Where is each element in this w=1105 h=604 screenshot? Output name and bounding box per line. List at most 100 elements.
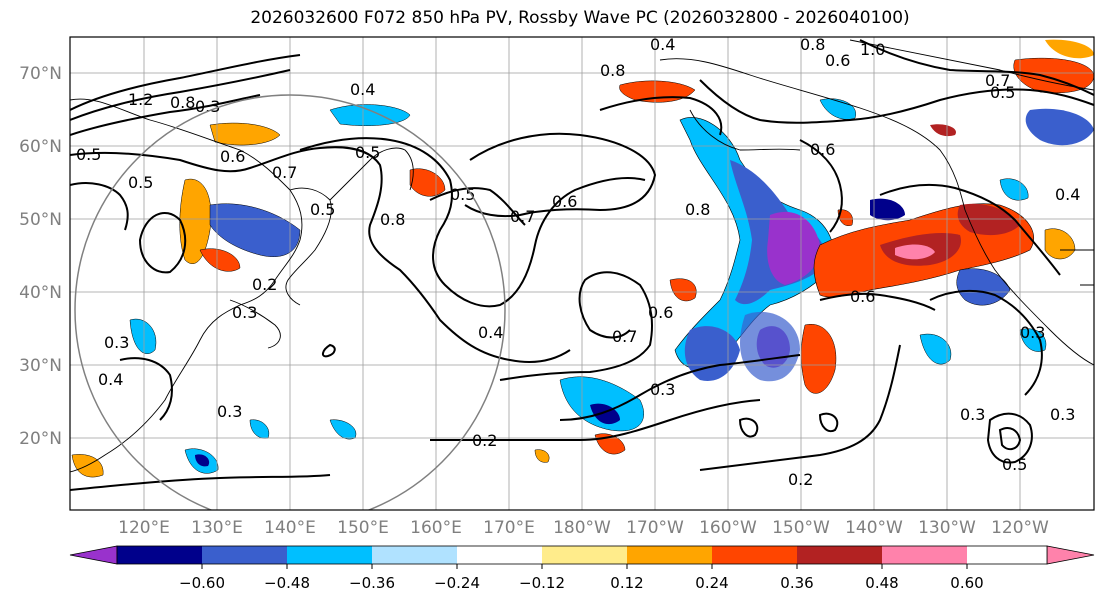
lon-label: 150°E <box>337 518 389 538</box>
colorbar-tick-label: −0.12 <box>519 574 565 592</box>
page-title: 2026032600 F072 850 hPa PV, Rossby Wave … <box>250 8 910 28</box>
colorbar-segment <box>117 546 202 564</box>
lat-label: 60°N <box>19 137 62 157</box>
contour-label: 0.6 <box>825 51 850 70</box>
map-frame <box>69 36 1095 511</box>
lat-label: 20°N <box>19 429 62 449</box>
contour-label: 0.4 <box>98 370 123 389</box>
lon-label: 160°E <box>410 518 462 538</box>
colorbar-ticks <box>201 564 968 569</box>
contour-label: 0.6 <box>850 287 875 306</box>
latitude-labels: 70°N 60°N 50°N 40°N 30°N 20°N <box>19 64 62 449</box>
contour-label: 0.3 <box>232 303 257 322</box>
lon-label: 130°E <box>191 518 243 538</box>
colorbar-segment <box>712 546 797 564</box>
anomaly-patch-negative <box>684 326 740 381</box>
lat-label: 30°N <box>19 356 62 376</box>
anomaly-patch-positive <box>669 278 697 302</box>
anomaly-patch-positive <box>209 122 281 146</box>
contour-label: 0.5 <box>355 143 380 162</box>
contour-label: 0.6 <box>810 140 835 159</box>
contour-label: 0.5 <box>76 145 101 164</box>
anomaly-patch-negative <box>129 318 157 354</box>
contour-labels: 0.4 0.8 1.0 0.6 0.8 0.4 1.2 0.8 0.3 0.7 … <box>76 35 1080 489</box>
colorbar-segment <box>967 546 1047 564</box>
colorbar-tick-label: −0.24 <box>434 574 480 592</box>
colorbar-tick-label: 0.12 <box>610 574 643 592</box>
contour-label: 0.4 <box>1055 185 1080 204</box>
contour-label: 0.3 <box>1050 405 1075 424</box>
colorbar-segment <box>372 546 457 564</box>
contour-label: 0.4 <box>650 35 675 54</box>
coastlines <box>70 39 1094 473</box>
colorbar: −0.60 −0.48 −0.36 −0.24 −0.12 0.12 0.24 … <box>69 545 1095 592</box>
contour-label: 0.2 <box>252 275 277 294</box>
colorbar-min-arrow <box>69 545 118 565</box>
colorbar-segment <box>627 546 712 564</box>
colorbar-segment <box>882 546 967 564</box>
colorbar-segment <box>287 546 372 564</box>
contour-label: 0.3 <box>650 380 675 399</box>
contour-label: 0.8 <box>170 93 195 112</box>
colorbar-tick-label: 0.24 <box>695 574 728 592</box>
anomaly-patch-negative <box>999 178 1029 201</box>
colorbar-segment <box>542 546 627 564</box>
colorbar-max-arrow <box>1046 545 1095 565</box>
contour-label: 0.7 <box>985 71 1010 90</box>
contour-label: 1.2 <box>128 90 153 109</box>
anomaly-patch-positive <box>930 124 956 137</box>
contour-label: 0.5 <box>990 83 1015 102</box>
lon-label: 160°W <box>699 518 757 538</box>
contour-label: 0.7 <box>510 207 535 226</box>
anomaly-patch-negative <box>919 333 952 365</box>
colorbar-segment <box>202 546 287 564</box>
anomaly-patch-negative <box>1025 108 1094 146</box>
colorbar-frame <box>116 545 1048 565</box>
anomaly-patch-negative <box>559 376 644 432</box>
contour-label: 0.6 <box>552 192 577 211</box>
colorbar-tick-label: −0.60 <box>179 574 225 592</box>
lat-label: 50°N <box>19 210 62 230</box>
anomaly-patch-positive <box>895 244 935 260</box>
lat-label: 70°N <box>19 64 62 84</box>
colorbar-tick-label: 0.60 <box>950 574 983 592</box>
colorbar-tick-label: 0.36 <box>780 574 813 592</box>
anomaly-patch-negative <box>1019 328 1047 352</box>
anomaly-patch-negative <box>740 311 800 382</box>
contour-label: 0.7 <box>612 327 637 346</box>
contour-label: 0.4 <box>350 80 375 99</box>
lon-label: 140°E <box>264 518 316 538</box>
contour-label: 0.8 <box>600 61 625 80</box>
anomaly-patch-negative <box>195 454 210 467</box>
contour-label: 0.2 <box>472 431 497 450</box>
contour-label: 0.8 <box>685 200 710 219</box>
pv-contours <box>70 39 1094 491</box>
colorbar-tick-label: −0.36 <box>349 574 395 592</box>
colorbar-tick-label: −0.48 <box>264 574 310 592</box>
contour-label: 0.5 <box>128 173 153 192</box>
contour-label: 0.2 <box>788 470 813 489</box>
contour-label: 0.3 <box>104 333 129 352</box>
colorbar-segment <box>457 546 542 564</box>
contour-label: 0.6 <box>648 303 673 322</box>
lon-label: 170°W <box>626 518 684 538</box>
lon-label: 120°E <box>118 518 170 538</box>
contour-label: 0.3 <box>1020 323 1045 342</box>
anomaly-patch-positive <box>1045 39 1094 59</box>
anomaly-patch-strong-negative <box>767 211 821 285</box>
contour-label: 0.5 <box>310 200 335 219</box>
contour-label: 0.4 <box>478 323 503 342</box>
lon-label: 140°W <box>845 518 903 538</box>
contour-label: 0.7 <box>272 163 297 182</box>
lon-label: 120°W <box>991 518 1049 538</box>
contour-label: 0.3 <box>217 402 242 421</box>
contour-label: 0.5 <box>1002 455 1027 474</box>
colorbar-tick-label: 0.48 <box>865 574 898 592</box>
colorbar-segment <box>797 546 882 564</box>
longitude-labels: 120°E 130°E 140°E 150°E 160°E 170°E 180°… <box>118 518 1049 538</box>
contour-label: 0.8 <box>380 210 405 229</box>
contour-label: 1.0 <box>860 40 885 59</box>
contour-label: 0.3 <box>195 97 220 116</box>
contour-label: 0.3 <box>960 405 985 424</box>
